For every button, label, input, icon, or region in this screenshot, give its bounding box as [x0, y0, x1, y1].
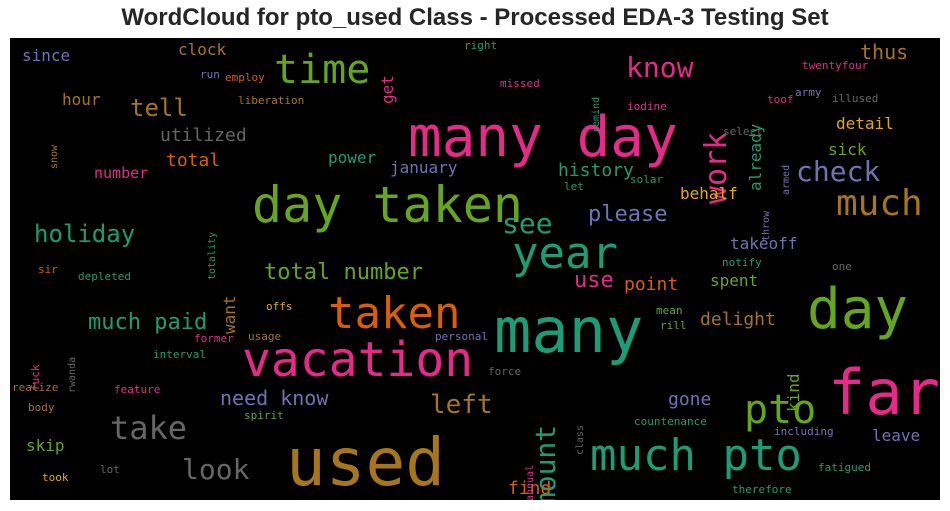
word-used: used: [286, 424, 445, 500]
word-liberation: liberation: [238, 94, 305, 107]
word-thus: thus: [860, 40, 909, 64]
word-many-day: many day: [408, 105, 678, 170]
word-one: one: [832, 260, 852, 273]
word-fatigued: fatigued: [818, 461, 871, 474]
word-notify: notify: [722, 256, 762, 269]
word-spirit: spirit: [244, 409, 284, 422]
word-number: number: [94, 164, 149, 182]
word-get: get: [378, 74, 397, 104]
word-lot: lot: [100, 463, 120, 476]
word-employ: employ: [225, 71, 265, 84]
word-clock: clock: [178, 40, 227, 59]
word-spent: spent: [710, 271, 759, 290]
word-select: select: [723, 125, 763, 138]
word-tell: tell: [130, 94, 188, 122]
word-sick: sick: [828, 140, 867, 159]
word-force: force: [488, 365, 522, 378]
word-feature: feature: [114, 383, 161, 396]
word-army: army: [795, 86, 822, 99]
word-rill: rill: [660, 319, 687, 332]
word-iodine: iodine: [627, 100, 667, 113]
word-body: body: [28, 401, 55, 414]
word-usage: usage: [248, 330, 282, 343]
word-hour: hour: [62, 90, 101, 109]
word-much-paid: much paid: [88, 310, 208, 335]
word-day: day: [807, 277, 909, 342]
word-personal: personal: [435, 330, 488, 343]
word-left: left: [430, 390, 493, 420]
word-annual: annual: [525, 465, 536, 500]
word-sir: sir: [38, 263, 58, 276]
word-vacation: vacation: [242, 332, 474, 388]
word-holiday: holiday: [34, 220, 136, 248]
word-much-pto: much pto: [590, 430, 802, 481]
word-twentyfour: twentyfour: [802, 59, 869, 72]
word-know: know: [626, 51, 694, 84]
word-please: please: [588, 202, 668, 227]
word-took: took: [42, 471, 69, 484]
chart-title: WordCloud for pto_used Class - Processed…: [121, 4, 829, 31]
word-point: point: [624, 274, 679, 295]
word-kind: kind: [784, 373, 803, 412]
word-missed: missed: [500, 77, 540, 90]
word-skip: skip: [26, 436, 65, 455]
word-check: check: [796, 155, 881, 188]
word-let: let: [564, 180, 584, 193]
word-snow: snow: [49, 144, 60, 169]
word-interval: interval: [153, 348, 206, 361]
word-use: use: [574, 268, 614, 293]
word-former: former: [194, 332, 234, 345]
word-year: year: [512, 228, 618, 279]
word-time: time: [274, 47, 371, 93]
word-delight: delight: [700, 309, 776, 330]
word-since: since: [22, 46, 71, 65]
word-run: run: [200, 68, 220, 81]
word-depleted: depleted: [78, 270, 131, 283]
word-leave: leave: [872, 426, 921, 445]
word-history: history: [558, 160, 634, 181]
word-january: january: [390, 158, 458, 177]
word-behalf: behalf: [680, 184, 738, 203]
word-far: far: [828, 356, 940, 429]
word-see: see: [502, 207, 553, 240]
word-cloud-canvas: many day day taken used vacation many far day y…: [10, 38, 940, 500]
word-toof: toof: [767, 93, 794, 106]
word-including: including: [774, 425, 834, 438]
word-day-taken: day taken: [252, 176, 523, 234]
word-detail: detail: [836, 114, 894, 133]
word-total: total: [166, 150, 221, 171]
word-look: look: [182, 453, 250, 486]
word-countenance: countenance: [634, 415, 707, 428]
word-takeoff: takeoff: [730, 234, 798, 253]
word-total-number: total number: [264, 260, 423, 285]
word-need-know: need know: [220, 386, 329, 410]
word-therefore: therefore: [732, 483, 792, 496]
word-realize: realize: [12, 381, 59, 394]
word-class: class: [575, 424, 586, 455]
word-much: much: [836, 183, 923, 224]
word-armed: armed: [781, 164, 792, 195]
word-gone: gone: [668, 389, 712, 410]
word-offs: offs: [266, 300, 293, 313]
word-take: take: [110, 409, 188, 447]
word-throw: throw: [761, 210, 772, 241]
word-utilized: utilized: [160, 125, 247, 146]
word-right: right: [464, 39, 498, 52]
word-want: want: [220, 295, 239, 334]
word-pto: pto: [744, 387, 817, 433]
word-find: find: [508, 478, 552, 499]
word-illused: illused: [832, 92, 879, 105]
word-mean: mean: [656, 304, 683, 317]
word-taken: taken: [328, 288, 461, 339]
word-power: power: [328, 148, 377, 167]
word-remind: remind: [591, 97, 602, 134]
word-many: many: [494, 294, 644, 367]
word-totality: totality: [207, 231, 218, 280]
word-solar: solar: [630, 173, 664, 186]
word-rwanda: rwanda: [67, 357, 78, 394]
